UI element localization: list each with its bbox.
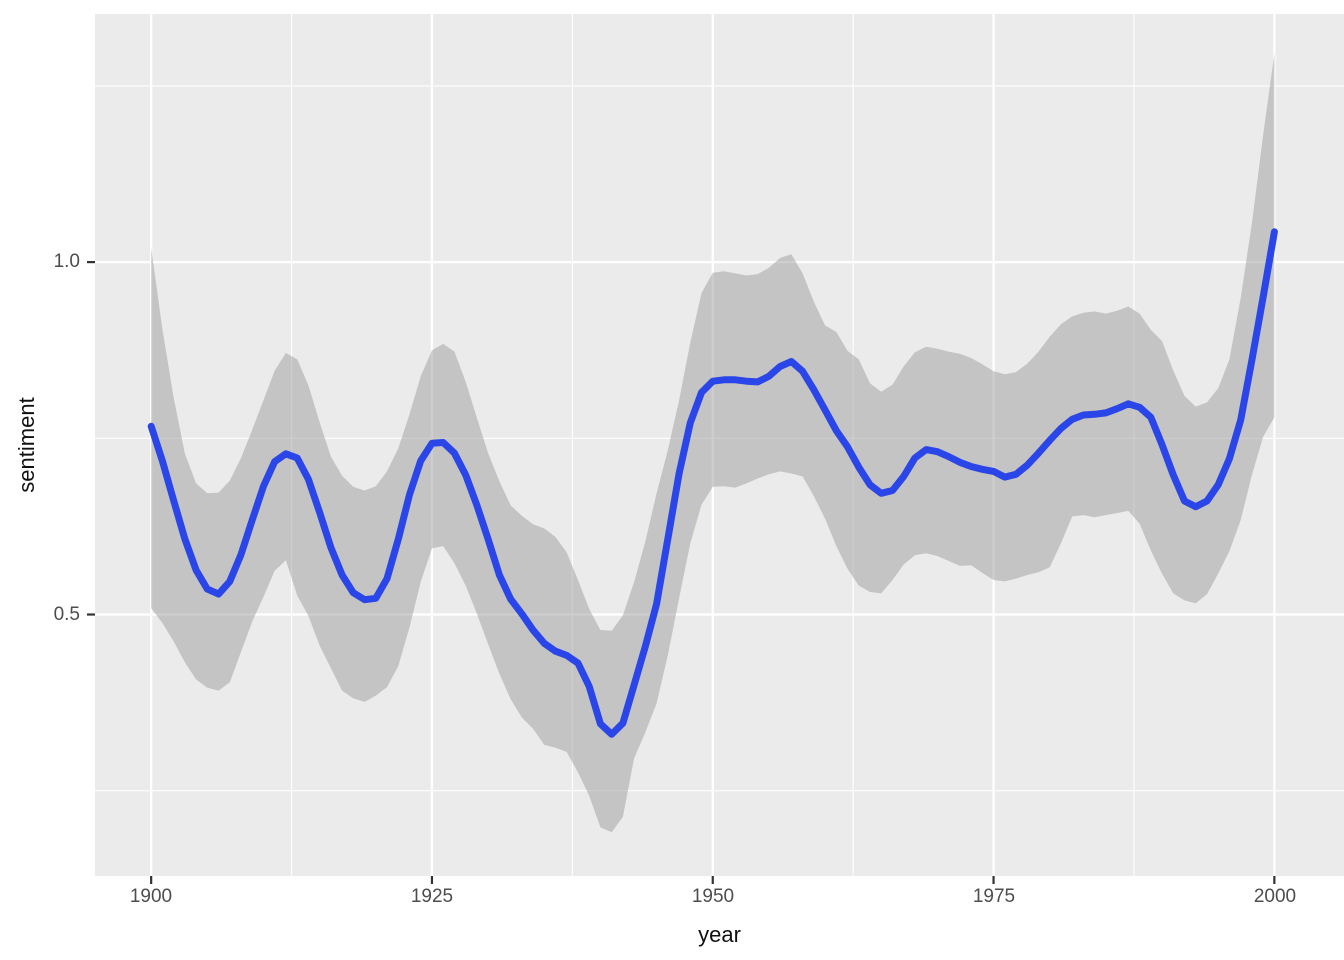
- x-axis-tick-label-1925: 1925: [410, 886, 454, 907]
- x-axis-tick-label-2000: 2000: [1253, 886, 1297, 907]
- confidence-ribbon: [151, 53, 1275, 833]
- x-axis-title: year: [698, 922, 741, 947]
- y-axis-tick-label-0.5: 0.5: [53, 604, 80, 625]
- sentiment-line: [147, 228, 1278, 738]
- x-axis-tick-label-1900: 1900: [129, 886, 173, 907]
- x-axis-tick-label-1950: 1950: [691, 886, 735, 907]
- y-axis-title: sentiment: [14, 397, 39, 493]
- y-axis-tick-label-1.0: 1.0: [53, 251, 80, 272]
- x-axis-tick-label-1975: 1975: [972, 886, 1016, 907]
- plot-panel: [95, 14, 1344, 876]
